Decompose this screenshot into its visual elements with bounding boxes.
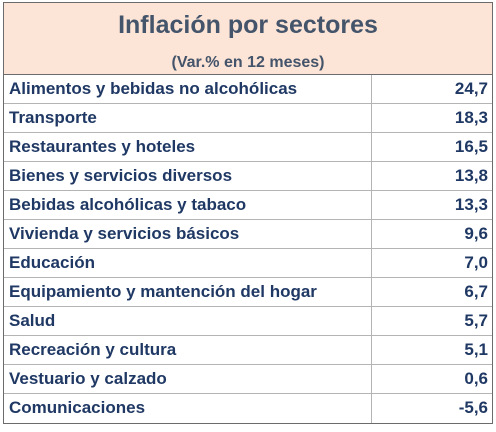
row-label: Bebidas alcohólicas y tabaco	[4, 191, 372, 219]
table-row: Bienes y servicios diversos 13,8	[4, 162, 492, 191]
row-value: 9,6	[464, 224, 488, 243]
row-value: -5,6	[458, 398, 488, 417]
row-label: Transporte	[4, 104, 372, 132]
row-value: 5,1	[464, 340, 488, 359]
row-label: Equipamiento y mantención del hogar	[4, 278, 372, 306]
table-row: Transporte 18,3	[4, 104, 492, 133]
table-title: Inflación por sectores	[118, 11, 378, 39]
table-row: Restaurantes y hoteles 16,5	[4, 133, 492, 162]
table-header: Inflación por sectores (Var.% en 12 mese…	[4, 3, 492, 75]
row-value: 24,7	[454, 79, 488, 98]
row-value: 5,7	[464, 311, 488, 330]
table-row: Comunicaciones -5,6	[4, 394, 492, 423]
table-row: Vivienda y servicios básicos 9,6	[4, 220, 492, 249]
inflation-table: Inflación por sectores (Var.% en 12 mese…	[3, 2, 493, 424]
row-value: 16,5	[454, 137, 488, 156]
table-row: Vestuario y calzado 0,6	[4, 365, 492, 394]
row-value: 0,6	[464, 369, 488, 388]
row-value: 13,3	[454, 195, 488, 214]
table-row: Bebidas alcohólicas y tabaco 13,3	[4, 191, 492, 220]
row-value: 13,8	[454, 166, 488, 185]
row-label: Comunicaciones	[4, 394, 372, 423]
table-row: Alimentos y bebidas no alcohólicas 24,7	[4, 75, 492, 104]
row-label: Educación	[4, 249, 372, 277]
table-row: Recreación y cultura 5,1	[4, 336, 492, 365]
row-value: 18,3	[454, 108, 488, 127]
table-row: Salud 5,7	[4, 307, 492, 336]
row-value: 7,0	[464, 253, 488, 272]
row-label: Bienes y servicios diversos	[4, 162, 372, 190]
table-subtitle: (Var.% en 12 meses)	[171, 54, 325, 71]
row-label: Salud	[4, 307, 372, 335]
row-label: Vivienda y servicios básicos	[4, 220, 372, 248]
row-label: Vestuario y calzado	[4, 365, 372, 393]
table-row: Educación 7,0	[4, 249, 492, 278]
row-label: Restaurantes y hoteles	[4, 133, 372, 161]
table-row: Equipamiento y mantención del hogar 6,7	[4, 278, 492, 307]
table-body: Alimentos y bebidas no alcohólicas 24,7 Tr…	[4, 75, 492, 423]
row-label: Alimentos y bebidas no alcohólicas	[4, 75, 372, 103]
row-label: Recreación y cultura	[4, 336, 372, 364]
row-value: 6,7	[464, 282, 488, 301]
